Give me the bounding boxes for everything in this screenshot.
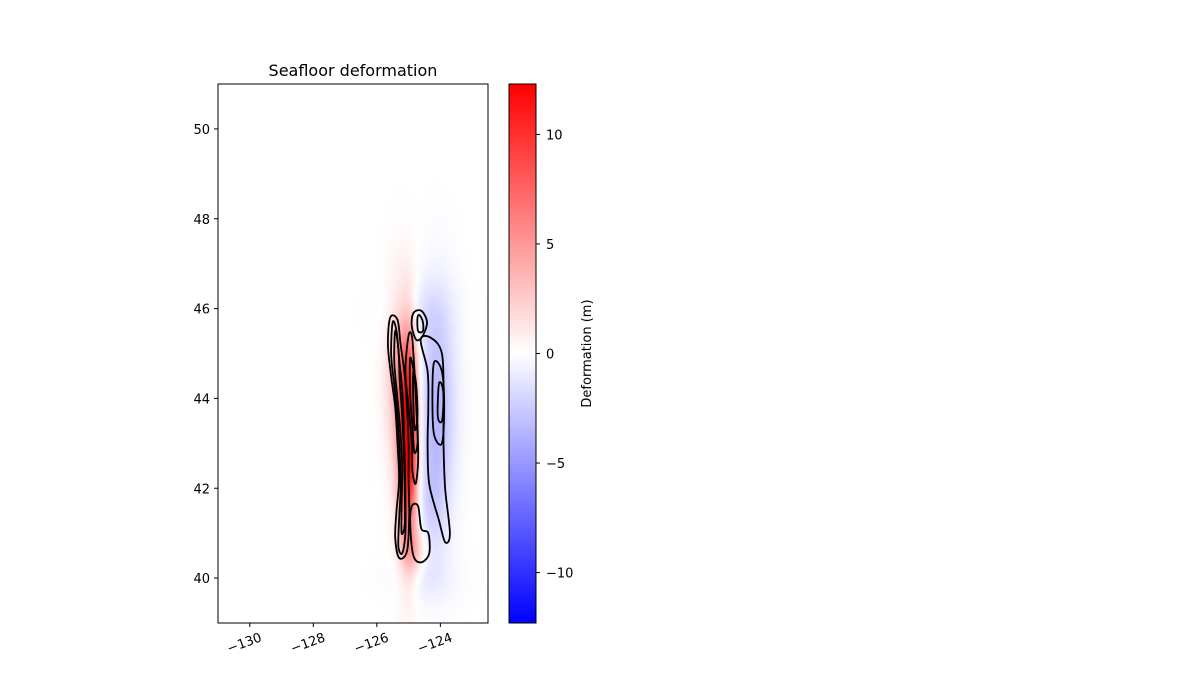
plot-area [217,83,489,624]
colorbar: 10 5 0 −5 −10 Deformation (m) [508,83,595,624]
colorbar-tick-label: −10 [546,567,573,582]
x-tick-label: −126 [352,631,391,657]
colorbar-scale [508,83,537,624]
y-axis: 40 42 44 46 48 50 [193,123,218,587]
contour-line [416,314,425,334]
contour-line [431,360,446,446]
contour-line [390,320,407,555]
y-tick-label: 42 [193,482,210,497]
y-tick-label: 48 [193,213,210,228]
contour-line [393,329,406,536]
x-tick-label: −124 [416,631,455,657]
contour-line [404,331,420,485]
contour-line [436,381,445,424]
colorbar-tick-label: 0 [546,348,554,363]
chart-title: Seafloor deformation [269,61,438,80]
x-tick-label: −128 [289,631,328,657]
contour-line [412,370,419,432]
y-tick-label: 46 [193,303,210,318]
colorbar-tick-label: 5 [546,238,554,253]
axes-frame [217,83,489,624]
colorbar-ticks: 10 5 0 −5 −10 [536,128,573,582]
colorbar-tick-label: 10 [546,128,563,143]
colorbar-tick-label: −5 [546,457,565,472]
y-tick-label: 40 [193,572,210,587]
contour-line [410,309,428,342]
y-tick-label: 44 [193,392,210,407]
contour-layer [386,309,451,564]
contour-line [386,314,411,560]
contour-line [409,502,431,564]
contour-line [419,335,451,544]
x-tick-label: −130 [225,631,264,657]
colorbar-label: Deformation (m) [580,299,595,407]
y-tick-label: 50 [193,123,210,138]
x-axis: −130 −128 −126 −124 [225,623,455,657]
